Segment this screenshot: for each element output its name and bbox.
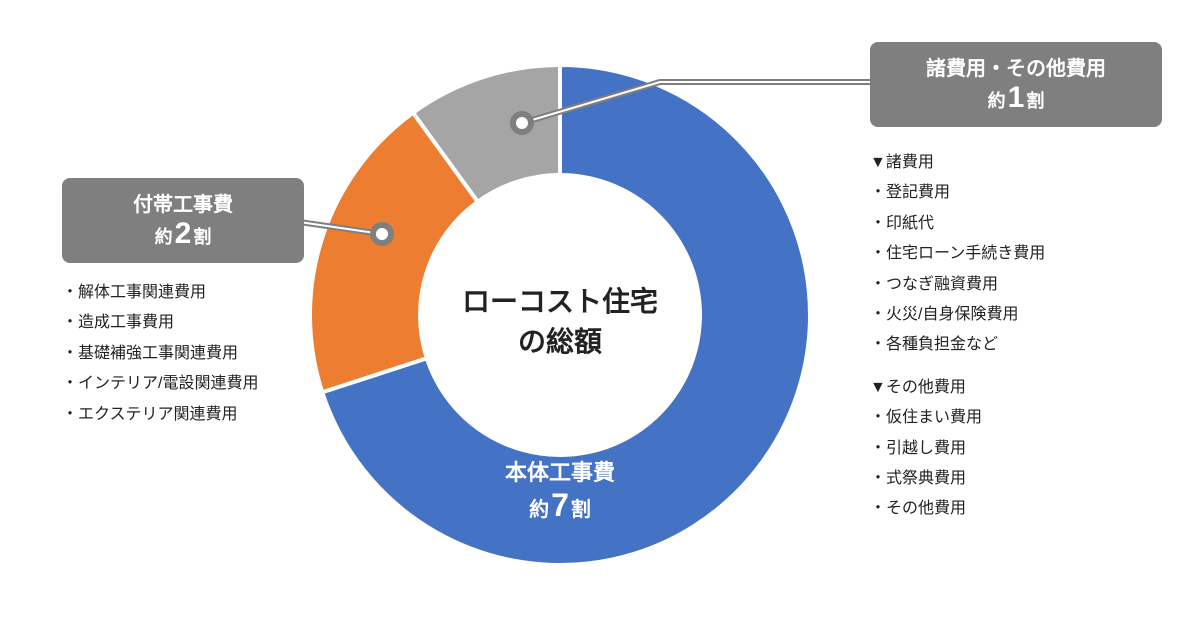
list-item: ・インテリア/電設関連費用 — [62, 369, 258, 399]
callout-other-prefix: 約 — [988, 91, 1006, 111]
callout-other-suffix: 割 — [1026, 91, 1044, 111]
list-item: ・各種負担金など — [870, 330, 1045, 360]
list-item: ・火災/自身保険費用 — [870, 300, 1045, 330]
list-item: ・仮住まい費用 — [870, 403, 1045, 433]
slice-main-sub: 約7割 — [500, 487, 620, 524]
list-item: ・登記費用 — [870, 178, 1045, 208]
center-title-line2: の総額 — [430, 320, 690, 360]
bullet-list-ancillary: ・解体工事関連費用・造成工事費用・基礎補強工事関連費用・インテリア/電設関連費用… — [62, 278, 258, 430]
list-item: ・つなぎ融資費用 — [870, 270, 1045, 300]
slice-main-prefix: 約 — [529, 499, 549, 521]
slice-main-suffix: 割 — [571, 499, 591, 521]
list-item: ・基礎補強工事関連費用 — [62, 339, 258, 369]
list-item: ・引越し費用 — [870, 434, 1045, 464]
callout-ancillary-title: 付帯工事費 — [78, 188, 288, 217]
list-item: ・印紙代 — [870, 209, 1045, 239]
callout-ancillary-sub: 約2割 — [78, 217, 288, 251]
slice-main-title: 本体工事費 — [500, 455, 620, 487]
figure-root: ローコスト住宅 の総額 本体工事費 約7割 付帯工事費 約2割 諸費用・その他費… — [0, 0, 1200, 630]
list-heading: ▼諸費用 — [870, 148, 1045, 178]
list-item: ・住宅ローン手続き費用 — [870, 239, 1045, 269]
list-heading: ▼その他費用 — [870, 373, 1045, 403]
callout-ancillary-suffix: 割 — [193, 227, 211, 247]
list-item: ・エクステリア関連費用 — [62, 400, 258, 430]
donut-center-title: ローコスト住宅 の総額 — [430, 280, 690, 360]
list-item: ・造成工事費用 — [62, 308, 258, 338]
list-item: ・その他費用 — [870, 494, 1045, 524]
callout-other-title: 諸費用・その他費用 — [886, 52, 1146, 81]
callout-pill-ancillary: 付帯工事費 約2割 — [62, 178, 304, 263]
slice-main-number: 7 — [549, 487, 571, 523]
callout-other-sub: 約1割 — [886, 81, 1146, 115]
callout-pill-other: 諸費用・その他費用 約1割 — [870, 42, 1162, 127]
callout-ancillary-number: 2 — [173, 217, 194, 250]
slice-label-main: 本体工事費 約7割 — [500, 455, 620, 524]
list-item: ・式祭典費用 — [870, 464, 1045, 494]
list-item: ・解体工事関連費用 — [62, 278, 258, 308]
center-title-line1: ローコスト住宅 — [430, 280, 690, 320]
callout-ancillary-prefix: 約 — [155, 227, 173, 247]
bullet-list-other: ▼諸費用・登記費用・印紙代・住宅ローン手続き費用・つなぎ融資費用・火災/自身保険… — [870, 148, 1045, 525]
callout-other-number: 1 — [1006, 81, 1027, 114]
